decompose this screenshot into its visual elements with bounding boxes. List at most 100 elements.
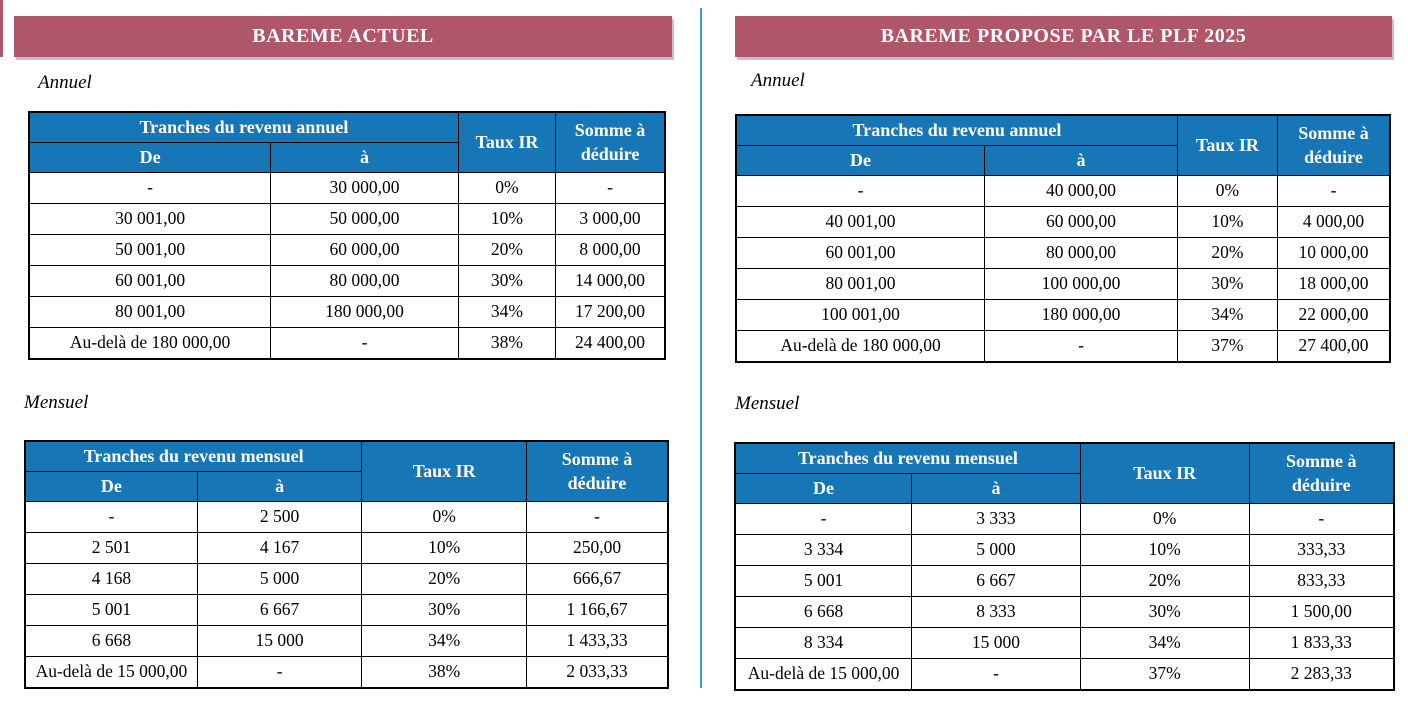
table-row: 5 001 6 667 30% 1 166,67 [24,594,669,626]
table-cell: 3 334 [734,534,913,566]
table-row: 5 001 6 667 20% 833,33 [734,565,1395,597]
table-cell: 20% [1176,237,1278,269]
table-cell: 1 833,33 [1248,627,1395,659]
column-header-somme-a-deduire: Somme à déduire [526,440,669,502]
table-cell: 5 000 [911,534,1081,566]
table-row: 8 334 15 000 34% 1 833,33 [734,627,1395,659]
table-cell: 60 000,00 [984,206,1178,238]
table-cell: 80 001,00 [28,296,272,328]
table-cell: 0% [457,172,557,204]
table-cell: 30% [1176,268,1278,300]
table-cell: 250,00 [526,532,669,564]
panel-bareme-plf-2025: BAREME PROPOSE PAR LE PLF 2025 Annuel Tr… [734,0,1395,691]
section-label-mensuel: Mensuel [735,393,800,414]
column-header-taux-ir: Taux IR [1079,442,1250,504]
column-header-taux-ir: Taux IR [361,440,527,502]
column-header-tranches: Tranches du revenu mensuel [24,440,363,472]
table-cell: 100 001,00 [735,299,986,331]
table-row: -40 000,00 0% - [735,175,1391,207]
column-header-tranches: Tranches du revenu mensuel [734,442,1081,474]
table-cell: 0% [1079,503,1250,535]
table-row: -30 000,00 0% - [28,172,666,204]
table-row: Au-delà de 15 000,00-37% 2 283,33 [734,658,1395,691]
section-label-annuel: Annuel [38,72,92,93]
table-cell: 2 033,33 [526,656,669,689]
left-edge-banner-sliver [0,0,3,57]
column-header-taux-ir: Taux IR [457,111,557,173]
table-header-row: Tranches du revenu mensuel Taux IR Somme… [24,440,669,502]
table-cell: 3 000,00 [555,203,666,235]
table-cell: 80 000,00 [270,265,459,297]
table-cell: - [24,501,198,533]
table-cell: - [526,501,669,533]
table-cell: 0% [1176,175,1278,207]
table-cell: 10% [361,532,527,564]
table-cell: 30 000,00 [270,172,459,204]
table-row: 4 168 5 000 20% 666,67 [24,563,669,595]
table-row: Au-delà de 15 000,00-38% 2 033,33 [24,656,669,689]
table-cell: 5 000 [196,563,363,595]
table-cell: Au-delà de 180 000,00 [28,327,272,360]
table-cell: 38% [361,656,527,689]
table-cell: 6 667 [911,565,1081,597]
column-header-taux-ir: Taux IR [1176,114,1278,176]
banner-bareme-actuel: BAREME ACTUEL [14,16,672,57]
table-cell: 4 000,00 [1276,206,1391,238]
table-cell: - [270,327,459,360]
table-cell: 2 283,33 [1248,658,1395,691]
column-header-somme-a-deduire: Somme à déduire [555,111,666,173]
table-cell: 60 001,00 [735,237,986,269]
table-row: -2 500 0% - [24,501,669,533]
table-cell: 40 001,00 [735,206,986,238]
column-header-de: De [28,142,272,173]
table-cell: 30 001,00 [28,203,272,235]
table-cell: 180 000,00 [270,296,459,328]
table-cell: 40 000,00 [984,175,1178,207]
table-cell: 4 167 [196,532,363,564]
table-cell: 37% [1079,658,1250,691]
table-cell: 34% [361,625,527,657]
column-header-a: à [911,473,1081,504]
table-cell: 6 668 [24,625,198,657]
table-cell: 180 000,00 [984,299,1178,331]
table-subheader-row: De à [735,145,1390,176]
table-cell: 5 001 [734,565,913,597]
table-cell: Au-delà de 15 000,00 [24,656,198,689]
table-cell: 22 000,00 [1276,299,1391,331]
table-cell: 20% [361,563,527,595]
table-cell: 14 000,00 [555,265,666,297]
column-header-de: De [735,145,986,176]
table-header-row: Tranches du revenu mensuel Taux IR Somme… [734,442,1395,504]
column-header-de: De [734,473,913,504]
table-annuel-actuel: Tranches du revenu annuel Taux IR Somme … [28,111,666,360]
table-cell: - [1276,175,1391,207]
panel-divider-line [700,8,702,688]
table-row: 2 501 4 167 10% 250,00 [24,532,669,564]
table-cell: 60 000,00 [270,234,459,266]
table-cell: 6 668 [734,596,913,628]
panel-bareme-actuel: BAREME ACTUEL Annuel Tranches du revenu … [14,0,672,689]
table-cell: 4 168 [24,563,198,595]
table-cell: 1 166,67 [526,594,669,626]
table-cell: 60 001,00 [28,265,272,297]
section-label-mensuel: Mensuel [24,392,89,413]
table-row: 60 001,00 80 000,00 20% 10 000,00 [735,237,1391,269]
table-row: 50 001,00 60 000,00 20% 8 000,00 [28,234,666,266]
table-cell: - [735,175,986,207]
table-cell: 38% [457,327,557,360]
table-row: Au-delà de 180 000,00-38% 24 400,00 [28,327,666,360]
table-cell: 10% [1176,206,1278,238]
table-cell: 34% [457,296,557,328]
table-cell: 1 500,00 [1248,596,1395,628]
table-cell: 0% [361,501,527,533]
table-cell: - [984,330,1178,363]
table-annuel-plf-2025: Tranches du revenu annuel Taux IR Somme … [735,114,1391,363]
column-header-a: à [984,145,1178,176]
table-cell: 15 000 [911,627,1081,659]
table-cell: 15 000 [196,625,363,657]
table-cell: 34% [1079,627,1250,659]
column-header-a: à [270,142,459,173]
table-row: 30 001,00 50 000,00 10% 3 000,00 [28,203,666,235]
table-cell: 333,33 [1248,534,1395,566]
table-cell: 2 500 [196,501,363,533]
